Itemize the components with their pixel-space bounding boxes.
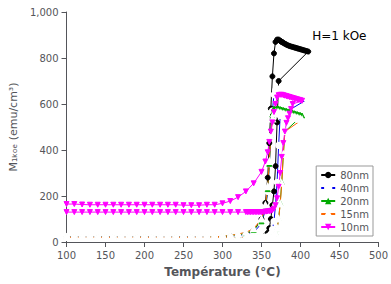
svg-text:Température (°C): Température (°C): [164, 265, 280, 279]
svg-text:400: 400: [291, 250, 310, 261]
svg-text:300: 300: [213, 250, 232, 261]
svg-text:80nm: 80nm: [340, 170, 369, 181]
svg-text:250: 250: [174, 250, 193, 261]
svg-text:1,000: 1,000: [30, 7, 59, 18]
svg-text:150: 150: [96, 250, 115, 261]
svg-text:200: 200: [39, 191, 58, 202]
svg-text:800: 800: [39, 53, 58, 64]
svg-text:100: 100: [57, 250, 76, 261]
svg-text:200: 200: [135, 250, 154, 261]
svg-text:350: 350: [252, 250, 271, 261]
svg-text:500: 500: [369, 250, 388, 261]
svg-text:10nm: 10nm: [340, 222, 369, 233]
svg-text:0: 0: [52, 237, 58, 248]
svg-text:40nm: 40nm: [340, 183, 369, 194]
svg-text:600: 600: [39, 99, 58, 110]
svg-text:450: 450: [330, 250, 349, 261]
svg-text:400: 400: [39, 145, 58, 156]
svg-text:20nm: 20nm: [340, 196, 369, 207]
svg-text:15nm: 15nm: [340, 209, 369, 220]
svg-text:H=1 kOe: H=1 kOe: [312, 29, 366, 43]
svg-text:M₁ₖₒₑ (emu/cm³): M₁ₖₒₑ (emu/cm³): [7, 82, 20, 171]
